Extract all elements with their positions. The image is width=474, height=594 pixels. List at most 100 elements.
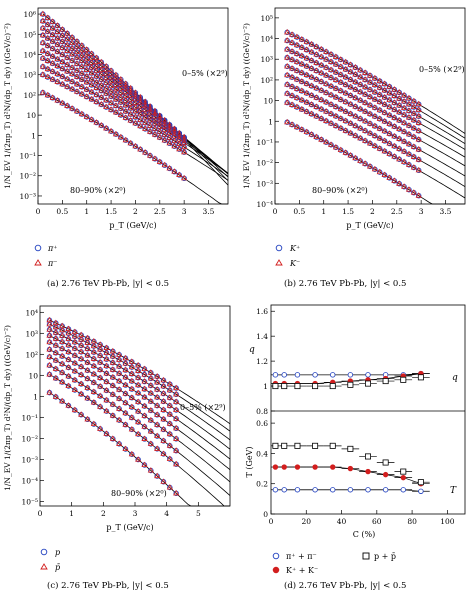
data-point-negative <box>391 177 398 183</box>
data-point-kaons <box>365 468 371 475</box>
panel-b-xticks: 0 0.5 1 1.5 2 2.5 3 3.5 <box>273 200 452 216</box>
panel-b-xlabel: p_T (GeV/c) <box>346 221 393 230</box>
data-point-negative <box>298 60 305 67</box>
x-tick-label: 0 <box>273 207 278 216</box>
data-point-negative <box>154 378 161 385</box>
data-point-negative <box>313 51 320 57</box>
data-point-negative <box>49 38 56 44</box>
data-point-negative <box>156 114 163 120</box>
data-point-negative <box>141 461 148 468</box>
data-point-negative <box>65 341 72 348</box>
data-point-pions <box>272 372 279 378</box>
data-point-negative <box>284 99 291 105</box>
data-point-negative <box>376 145 383 151</box>
data-point-negative <box>44 42 51 48</box>
data-point-pions <box>365 372 371 378</box>
data-point-negative <box>65 348 72 355</box>
data-point-negative <box>156 134 163 140</box>
data-point-negative <box>103 430 110 436</box>
data-point-negative <box>107 127 115 134</box>
data-point-negative <box>303 98 310 105</box>
data-point-negative <box>83 93 90 99</box>
legend-label-pions: π⁺ + π⁻ <box>286 552 317 561</box>
data-point-negative <box>327 119 335 126</box>
data-point-negative <box>73 107 81 114</box>
data-point-negative <box>69 70 76 77</box>
data-point-negative <box>151 125 159 131</box>
data-point-negative <box>366 86 374 92</box>
x-tick-label: 100 <box>440 517 455 526</box>
panel-d-q-yticks: 0.8 1 1.2 1.4 1.6 <box>256 307 275 416</box>
data-point-negative <box>109 366 116 372</box>
data-point-negative <box>371 74 378 81</box>
data-point-negative <box>93 98 100 104</box>
data-point-negative <box>146 128 154 134</box>
data-point-negative <box>410 153 417 159</box>
data-point-pions <box>281 487 287 493</box>
data-point-negative <box>64 54 71 60</box>
data-point-negative <box>166 126 173 133</box>
data-point-negative <box>103 396 110 403</box>
data-point-negative <box>161 118 168 124</box>
data-point-negative <box>332 103 339 109</box>
x-tick-label: 1 <box>69 509 74 518</box>
data-point-negative <box>83 113 90 119</box>
data-point-negative <box>88 81 95 88</box>
data-point-negative <box>284 81 291 87</box>
data-point-negative <box>173 384 180 391</box>
data-point-pions <box>330 487 336 493</box>
data-point-negative <box>39 39 46 45</box>
data-point-negative <box>288 39 296 45</box>
y-tick-label: 10² <box>25 350 38 359</box>
data-point-negative <box>107 106 115 112</box>
data-point-negative <box>405 122 413 128</box>
data-point-negative <box>347 100 354 107</box>
data-point-negative <box>112 85 120 92</box>
x-tick-label: 0.5 <box>56 207 68 216</box>
data-point-negative <box>357 115 364 121</box>
y-tick-label: 10⁻¹ <box>21 413 38 422</box>
data-point-negative <box>65 364 72 370</box>
data-point-negative <box>160 450 167 456</box>
data-point-negative <box>135 374 142 380</box>
data-point-negative <box>415 106 422 112</box>
data-point-negative <box>154 432 161 439</box>
x-tick-label: 20 <box>301 517 311 526</box>
data-point-negative <box>83 72 90 79</box>
data-point-negative <box>127 117 134 123</box>
legend-label-k-plus: K⁺ <box>289 244 300 253</box>
data-point-negative <box>122 390 129 396</box>
data-point-negative <box>386 103 393 109</box>
data-point-negative <box>293 103 301 110</box>
data-point-negative <box>151 155 159 161</box>
data-point-negative <box>181 148 188 155</box>
data-point-negative <box>352 94 359 100</box>
data-point-negative <box>415 166 422 173</box>
data-point-negative <box>391 106 398 112</box>
fit-curve <box>287 66 466 158</box>
data-point-negative <box>308 57 315 63</box>
data-point-negative <box>401 97 408 104</box>
data-point-negative <box>298 52 305 59</box>
data-point-negative <box>327 50 335 57</box>
data-point-negative <box>46 371 53 377</box>
data-point-negative <box>109 391 116 397</box>
data-point-negative <box>88 95 95 102</box>
data-point-negative <box>396 135 403 141</box>
data-point-negative <box>69 64 76 70</box>
data-point-negative <box>332 122 339 128</box>
data-point-negative <box>54 70 61 77</box>
data-point-negative <box>347 110 354 116</box>
data-point-negative <box>327 66 335 72</box>
data-point-negative <box>342 108 349 114</box>
panel-d-data-points <box>271 370 430 494</box>
y-tick-label: 1 <box>33 392 38 401</box>
data-point-negative <box>362 127 369 133</box>
data-point-negative <box>410 97 417 104</box>
data-point-negative <box>161 131 168 137</box>
data-point-negative <box>362 160 369 166</box>
fit-curve <box>287 102 466 199</box>
data-point-negative <box>396 89 403 95</box>
data-point-negative <box>332 143 339 150</box>
data-point-negative <box>97 403 104 409</box>
